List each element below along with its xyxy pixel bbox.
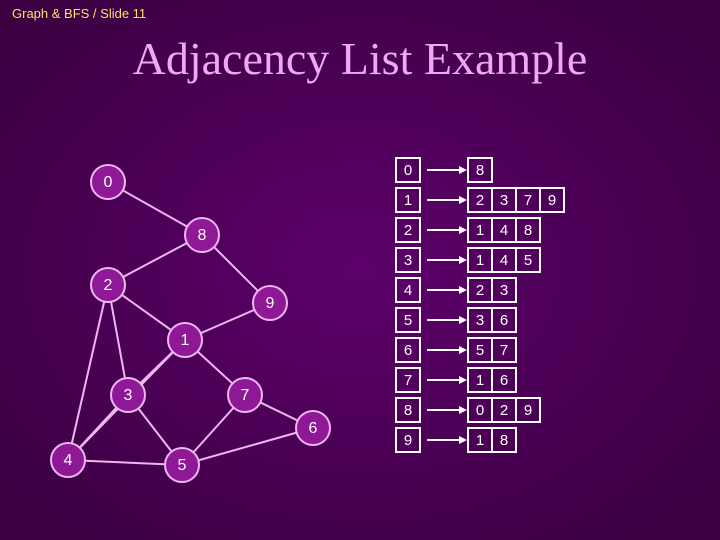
- graph-node: 1: [168, 323, 202, 357]
- svg-text:1: 1: [181, 332, 190, 349]
- adj-head: 3: [395, 247, 421, 273]
- adj-cell: 8: [515, 217, 541, 243]
- adj-row: 7 16: [395, 365, 565, 395]
- adj-cell: 2: [467, 277, 493, 303]
- svg-text:6: 6: [309, 420, 318, 437]
- adjacency-list: 0812379214831454235366577168029918: [395, 155, 565, 455]
- adj-cell: 3: [491, 187, 517, 213]
- graph-node: 6: [296, 411, 330, 445]
- adj-cell: 9: [515, 397, 541, 423]
- adj-head: 1: [395, 187, 421, 213]
- graph-node: 4: [51, 443, 85, 477]
- slide-title: Adjacency List Example: [0, 32, 720, 85]
- adj-cell: 5: [467, 337, 493, 363]
- adj-head: 6: [395, 337, 421, 363]
- arrow-icon: [425, 307, 469, 333]
- svg-text:2: 2: [104, 277, 113, 294]
- slide: Graph & BFS / Slide 11 Adjacency List Ex…: [0, 0, 720, 540]
- arrow-icon: [425, 427, 469, 453]
- adj-cell: 2: [467, 187, 493, 213]
- adj-cell: 3: [491, 277, 517, 303]
- adj-row: 1 2379: [395, 185, 565, 215]
- svg-text:0: 0: [104, 174, 113, 191]
- adj-cell: 2: [491, 397, 517, 423]
- graph-node: 0: [91, 165, 125, 199]
- adj-cell: 5: [515, 247, 541, 273]
- adj-cell: 1: [467, 217, 493, 243]
- adj-head: 7: [395, 367, 421, 393]
- adj-cell: 4: [491, 247, 517, 273]
- adj-cell: 1: [467, 247, 493, 273]
- slide-header: Graph & BFS / Slide 11: [12, 6, 146, 21]
- arrow-icon: [425, 367, 469, 393]
- adj-cell: 8: [467, 157, 493, 183]
- graph-node: 7: [228, 378, 262, 412]
- adj-cell: 7: [491, 337, 517, 363]
- svg-text:5: 5: [178, 457, 187, 474]
- adj-row: 2 148: [395, 215, 565, 245]
- arrow-icon: [425, 397, 469, 423]
- arrow-icon: [425, 277, 469, 303]
- graph-node: 2: [91, 268, 125, 302]
- svg-text:8: 8: [198, 227, 207, 244]
- graph-node: 9: [253, 286, 287, 320]
- graph-edge: [68, 285, 108, 460]
- svg-text:3: 3: [124, 387, 133, 404]
- graph-edge: [182, 428, 313, 465]
- arrow-icon: [425, 217, 469, 243]
- adj-row: 5 36: [395, 305, 565, 335]
- adj-cell: 8: [491, 427, 517, 453]
- graph-node: 3: [111, 378, 145, 412]
- svg-text:4: 4: [64, 452, 73, 469]
- adj-head: 8: [395, 397, 421, 423]
- adj-head: 4: [395, 277, 421, 303]
- svg-text:9: 9: [266, 295, 275, 312]
- adj-head: 2: [395, 217, 421, 243]
- adj-cell: 3: [467, 307, 493, 333]
- arrow-icon: [425, 157, 469, 183]
- adj-head: 5: [395, 307, 421, 333]
- adj-cell: 6: [491, 367, 517, 393]
- adj-cell: 0: [467, 397, 493, 423]
- arrow-icon: [425, 187, 469, 213]
- adj-cell: 4: [491, 217, 517, 243]
- graph-node: 8: [185, 218, 219, 252]
- adj-row: 4 23: [395, 275, 565, 305]
- svg-text:7: 7: [241, 387, 250, 404]
- adj-row: 8 029: [395, 395, 565, 425]
- adj-row: 6 57: [395, 335, 565, 365]
- graph-node: 5: [165, 448, 199, 482]
- adj-cell: 9: [539, 187, 565, 213]
- adj-cell: 7: [515, 187, 541, 213]
- adj-cell: 1: [467, 427, 493, 453]
- arrow-icon: [425, 337, 469, 363]
- adj-cell: 1: [467, 367, 493, 393]
- graph-diagram: 0 8 2 9 1 3 7 6 4 5: [20, 140, 380, 520]
- adj-head: 0: [395, 157, 421, 183]
- adj-row: 9 18: [395, 425, 565, 455]
- arrow-icon: [425, 247, 469, 273]
- adj-cell: 6: [491, 307, 517, 333]
- adj-row: 08: [395, 155, 565, 185]
- adj-row: 3 145: [395, 245, 565, 275]
- adj-head: 9: [395, 427, 421, 453]
